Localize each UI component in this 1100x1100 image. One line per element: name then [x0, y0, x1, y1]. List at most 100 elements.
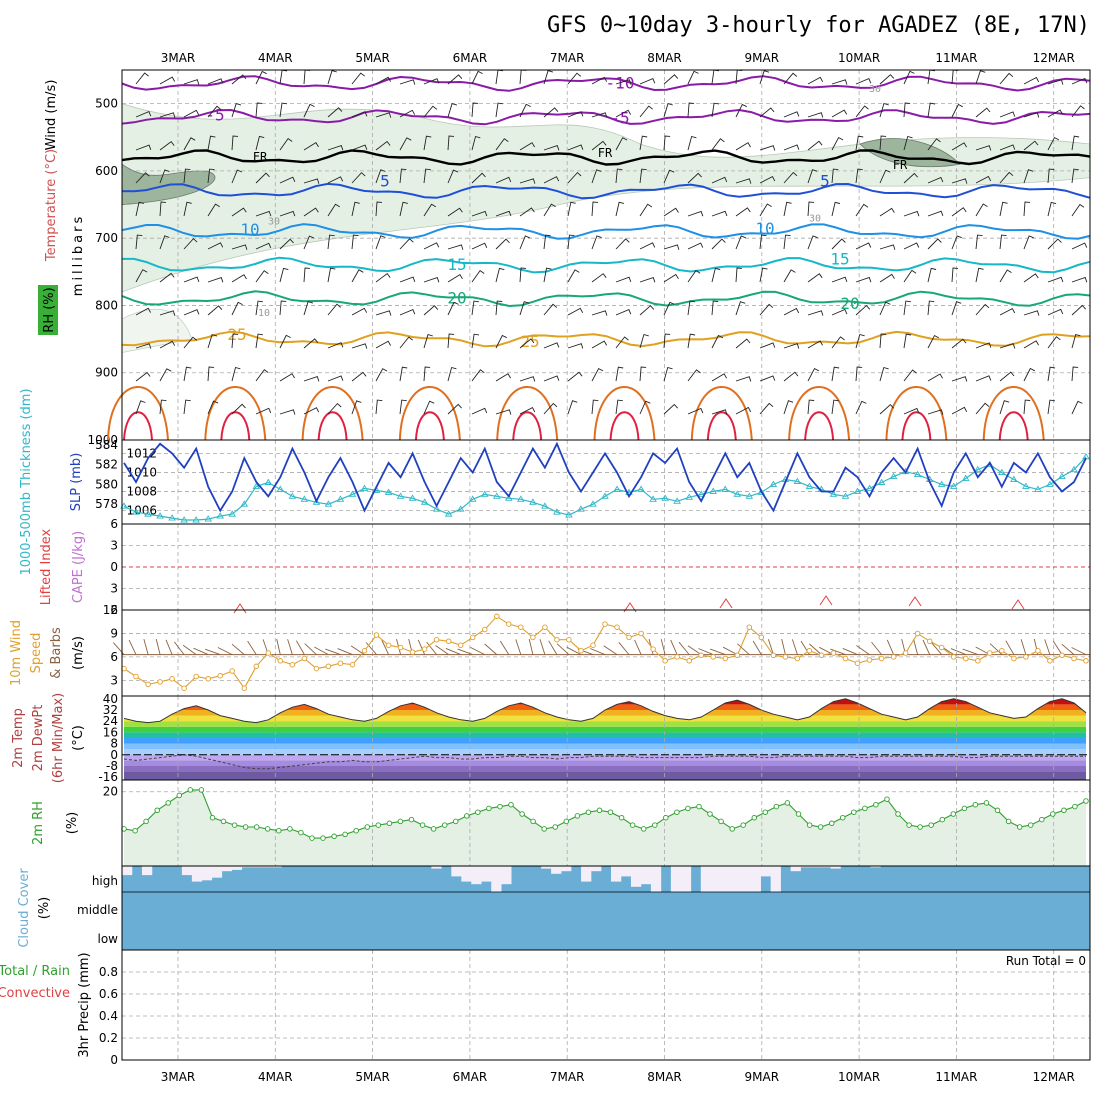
- wind-barb: [711, 138, 725, 151]
- rh2m-point: [618, 814, 625, 821]
- wind-barb: [783, 269, 796, 283]
- wind-barb: [615, 366, 624, 382]
- cloud-high-gap: [221, 866, 233, 872]
- wind-barb: [1071, 168, 1079, 184]
- contour-label: 5: [380, 172, 390, 191]
- rh2m-point: [751, 814, 758, 821]
- wind-speed-point: [494, 613, 500, 620]
- wind-speed-point: [482, 626, 488, 633]
- wind10m-barb: [634, 639, 642, 655]
- wind10m-barb: [710, 648, 726, 656]
- rh2m-point: [817, 824, 824, 830]
- wind-barb: [567, 400, 578, 415]
- wind10m-barb: [193, 647, 209, 656]
- wind-barb: [711, 334, 724, 349]
- thickness-point: [324, 500, 333, 507]
- isotherm-line: [123, 411, 153, 441]
- wind-barb: [639, 78, 656, 85]
- wind-barb: [1047, 136, 1060, 151]
- rh2m-point: [165, 800, 171, 806]
- rh2m-point: [430, 826, 437, 832]
- precip-tick: 0.2: [99, 1031, 118, 1045]
- wind-barb: [1071, 333, 1081, 349]
- precip-tick: 0.6: [99, 987, 118, 1001]
- date-label-top: 7MAR: [550, 51, 585, 65]
- wind-barb: [471, 172, 486, 184]
- wind-barb: [279, 409, 296, 415]
- wind-barb: [159, 201, 167, 217]
- wind-barb: [663, 74, 679, 85]
- wind-barb: [807, 399, 815, 415]
- cloud-high-gap: [790, 866, 801, 872]
- precip-tick: 0.4: [99, 1009, 118, 1023]
- wind-speed-point: [349, 661, 356, 668]
- wind-barb: [543, 145, 560, 151]
- wind-barb: [423, 305, 439, 316]
- thickness-point: [348, 490, 357, 497]
- wind-barb: [831, 238, 846, 250]
- date-label-bottom: 12MAR: [1033, 1070, 1075, 1084]
- wind-barb: [903, 102, 911, 118]
- wind-barb: [399, 109, 416, 118]
- thickness-point: [216, 512, 224, 519]
- contour-label: 5: [820, 172, 830, 191]
- wind-barb: [471, 300, 479, 316]
- wind-barb: [831, 308, 848, 316]
- wind-barb: [135, 144, 152, 151]
- rh2m-line: [123, 789, 1087, 839]
- wind-barb: [975, 402, 990, 415]
- thickness-point: [601, 492, 609, 499]
- wind-barb: [927, 210, 944, 217]
- wind-barb: [591, 399, 599, 415]
- date-label-bottom: 8MAR: [647, 1070, 682, 1084]
- cloud-high-gap: [201, 866, 213, 881]
- wind-barb: [831, 109, 848, 118]
- wind-barb: [255, 70, 267, 85]
- wind-barb: [759, 175, 776, 184]
- wind10m-barb: [247, 640, 257, 655]
- cloud-high-gap: [810, 866, 821, 868]
- wind-barb: [567, 201, 576, 217]
- rh2m-point: [1083, 798, 1089, 804]
- wind-barb: [327, 375, 344, 382]
- contour-label: 10: [258, 308, 270, 319]
- wind-barb: [351, 144, 368, 151]
- wind-barb: [423, 78, 440, 85]
- cloud-cat-label: high: [92, 874, 118, 888]
- wind10m-barb: [143, 638, 149, 655]
- rh2m-point: [1027, 822, 1034, 828]
- thickness-point: [312, 498, 321, 505]
- thickness-point: [673, 497, 681, 504]
- thickness-point: [865, 484, 874, 491]
- date-label-top: 4MAR: [258, 51, 293, 65]
- wind-barb: [1071, 304, 1087, 316]
- axis-label: Lifted Index: [39, 528, 54, 605]
- wind-barb: [1047, 336, 1061, 349]
- chart-title: GFS 0~10day 3-hourly for AGADEZ (8E, 17N…: [547, 13, 1090, 38]
- wind-barb: [159, 235, 170, 250]
- wind-barb: [591, 310, 608, 316]
- cloud-high-gap: [800, 866, 811, 868]
- thickness-point: [757, 488, 766, 495]
- wind-barb: [711, 373, 727, 382]
- wind10m-barb: [314, 646, 329, 655]
- wind-barb: [183, 399, 191, 415]
- wind-speed-point: [782, 654, 789, 660]
- wind10m-barb: [337, 648, 353, 656]
- thickness-point: [889, 472, 898, 480]
- isotherm-line: [121, 182, 1091, 200]
- wind-barb: [567, 111, 584, 118]
- wind-barb: [183, 336, 198, 349]
- rh-tick: 20: [103, 785, 118, 799]
- slp-tick: 1006: [126, 504, 157, 518]
- wind10m-barb: [304, 643, 317, 655]
- rh2m-point: [364, 824, 371, 830]
- wind-barb: [735, 301, 746, 316]
- wind-barb: [183, 201, 192, 217]
- wind-barb: [567, 343, 584, 349]
- pressure-tick: 500: [95, 97, 118, 111]
- wind-barb: [351, 201, 360, 217]
- wind-barb: [231, 207, 247, 217]
- isotherm-line: [706, 411, 737, 441]
- wind-speed-point: [842, 655, 849, 662]
